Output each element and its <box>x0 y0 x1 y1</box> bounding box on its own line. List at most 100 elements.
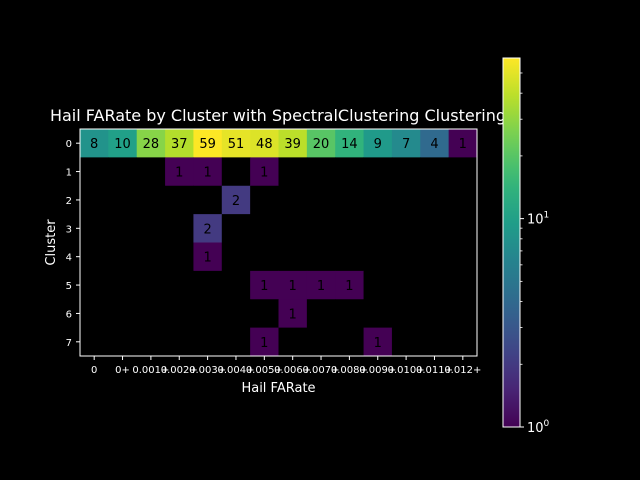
heatmap-cell <box>420 129 450 158</box>
heatmap-cell <box>250 157 279 187</box>
x-tick-label: 0.007+ <box>303 365 340 376</box>
heatmap-cell <box>363 214 393 243</box>
cell-value-label: 1 <box>317 279 325 294</box>
heatmap-cell <box>193 214 223 243</box>
x-axis-ticks: 0 0+ 0.001+0.002+0.003+0.004+0.005+0.006+0… <box>91 356 481 376</box>
heatmap-cell <box>108 185 138 215</box>
heatmap-cell <box>391 270 421 300</box>
x-axis-label: Hail FARate <box>241 381 315 396</box>
heatmap-cell <box>391 157 421 187</box>
cell-value-label: 1 <box>260 166 268 181</box>
heatmap-cell <box>165 185 194 215</box>
heatmap-cell <box>278 157 308 187</box>
heatmap-cell <box>221 129 251 158</box>
x-tick-label: 0.003+ <box>189 365 226 376</box>
heatmap-cell <box>306 299 336 329</box>
heatmap-cell <box>335 242 364 272</box>
cell-value-label: 8 <box>90 137 98 152</box>
heatmap-cell <box>165 242 194 272</box>
heatmap-cell <box>165 129 194 158</box>
x-tick-label: 0.012+ <box>444 365 481 376</box>
cell-value-label: 9 <box>374 137 382 152</box>
heatmap-cell <box>221 214 251 243</box>
heatmap-cell <box>193 242 223 272</box>
heatmap-cell <box>278 214 308 243</box>
cell-value-label: 20 <box>313 137 330 152</box>
heatmap-cell <box>335 270 364 300</box>
heatmap-cell <box>221 327 251 357</box>
heatmap-cell <box>80 214 109 243</box>
cell-value-label: 1 <box>374 336 382 351</box>
x-tick-label: 0 <box>91 365 97 376</box>
y-tick-label: 7 <box>66 338 72 349</box>
heatmap-cells <box>80 129 478 357</box>
heatmap-cell <box>420 242 450 272</box>
heatmap-cell <box>221 185 251 215</box>
y-tick-label: 4 <box>66 253 72 264</box>
heatmap-cell <box>108 214 138 243</box>
heatmap-cell <box>448 299 478 329</box>
cell-value-label: 10 <box>114 137 131 152</box>
x-tick-label: 0.006+ <box>274 365 311 376</box>
heatmap-cell <box>306 327 336 357</box>
heatmap-cell <box>278 185 308 215</box>
cell-value-label: 1 <box>289 307 297 322</box>
heatmap-cell <box>306 214 336 243</box>
heatmap-cell <box>165 270 194 300</box>
heatmap-cell <box>391 214 421 243</box>
colorbar-ticks: 100 101 <box>520 72 550 436</box>
heatmap-cell <box>363 270 393 300</box>
heatmap-cell <box>108 270 138 300</box>
heatmap-cell <box>335 129 364 158</box>
heatmap-cell <box>250 185 279 215</box>
heatmap-cell <box>250 129 279 158</box>
y-tick-label: 5 <box>66 281 72 292</box>
heatmap-cell <box>108 129 138 158</box>
heatmap-cell <box>363 185 393 215</box>
heatmap-cell <box>420 214 450 243</box>
heatmap-cell <box>221 157 251 187</box>
x-tick-label: 0.005+ <box>246 365 283 376</box>
y-axis-ticks: 0 1 2 3 4 5 6 7 <box>66 139 80 349</box>
heatmap-cell <box>108 157 138 187</box>
cell-value-label: 51 <box>228 137 245 152</box>
heatmap-cell <box>278 299 308 329</box>
x-tick-label: 0.001+ <box>132 365 169 376</box>
heatmap-cell <box>335 157 364 187</box>
heatmap-cell <box>391 242 421 272</box>
cell-value-label: 39 <box>284 137 301 152</box>
heatmap-cell <box>193 270 223 300</box>
heatmap-cell <box>108 327 138 357</box>
cell-value-label: 2 <box>232 194 240 209</box>
cell-value-label: 1 <box>175 166 183 181</box>
x-tick-label: 0.010+ <box>388 365 425 376</box>
heatmap-cell <box>165 214 194 243</box>
x-tick-label: 0.008+ <box>331 365 368 376</box>
y-axis-label: Cluster <box>44 219 59 266</box>
heatmap-cell <box>136 129 166 158</box>
cell-value-label: 1 <box>203 166 211 181</box>
heatmap-cell <box>335 299 364 329</box>
cell-value-label: 1 <box>203 251 211 266</box>
heatmap-cell <box>136 157 166 187</box>
heatmap-cell <box>278 242 308 272</box>
heatmap-cell <box>193 299 223 329</box>
heatmap-cell <box>80 129 109 158</box>
colorbar-tick-label: 100 <box>527 419 550 436</box>
y-tick-label: 2 <box>66 196 72 207</box>
heatmap-cell <box>335 327 364 357</box>
cell-value-label: 37 <box>171 137 188 152</box>
heatmap-cell-labels: 8 10 28 37 59 51 48 39 20 14 9 7 4 1 1 1 1 2 2 1 1 1 1 1 1 1 1 <box>90 137 467 351</box>
colorbar <box>502 57 521 428</box>
x-tick-label: 0+ <box>115 365 130 376</box>
heatmap-cell <box>391 185 421 215</box>
heatmap-cell <box>448 214 478 243</box>
cell-value-label: 4 <box>430 137 438 152</box>
cell-value-label: 7 <box>402 137 410 152</box>
cell-value-label: 1 <box>289 279 297 294</box>
cell-value-label: 28 <box>143 137 160 152</box>
heatmap-cell <box>221 299 251 329</box>
heatmap-cell <box>165 157 194 187</box>
y-tick-label: 6 <box>66 309 72 320</box>
heatmap-cell <box>420 327 450 357</box>
